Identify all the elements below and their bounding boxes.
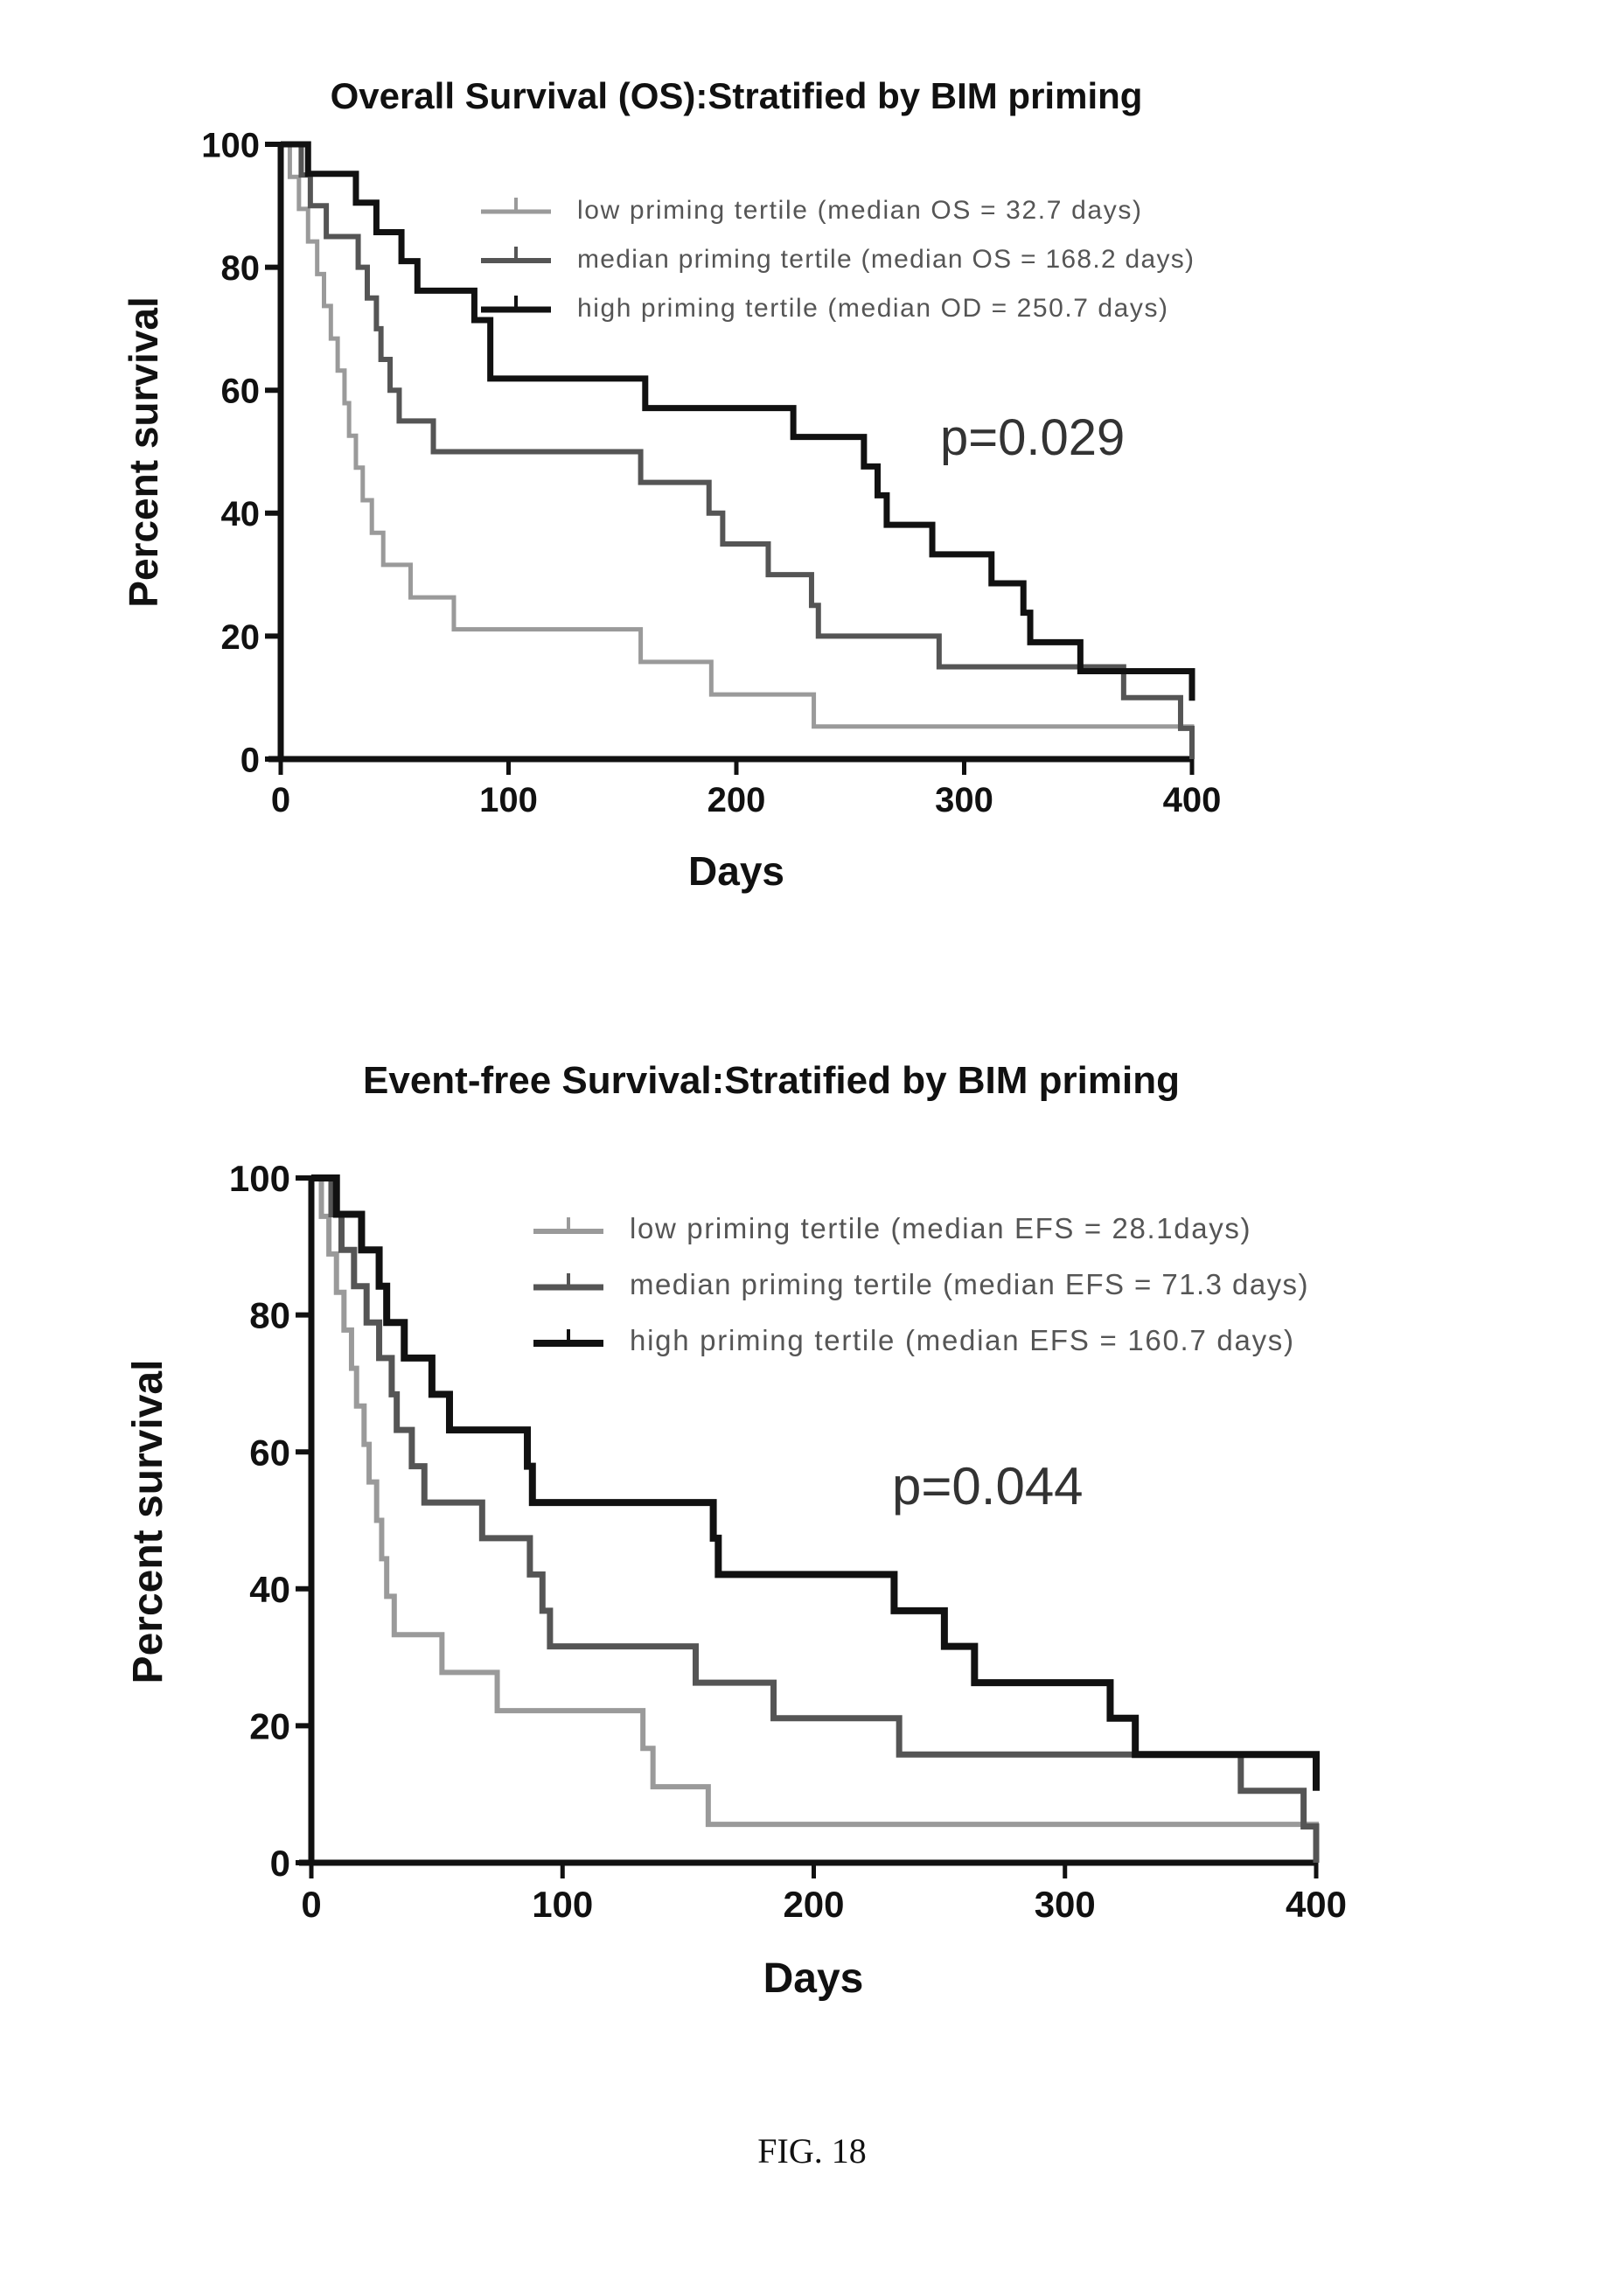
os-x-axis-label: Days: [688, 848, 784, 894]
legend-line-icon: [481, 296, 551, 313]
os-x-tick-label: 200: [707, 781, 766, 819]
legend-entry: high priming tertile (median EFS = 160.7…: [533, 1324, 1293, 1356]
survival-curve-low: [311, 1175, 1319, 1863]
efs-y-tick-label: 100: [229, 1158, 290, 1199]
os-chart-title: Overall Survival (OS):Stratified by BIM …: [331, 75, 1143, 116]
efs-legend: low priming tertile (median EFS = 28.1da…: [533, 1212, 1308, 1356]
legend-entry: median priming tertile (median EFS = 71.…: [533, 1268, 1308, 1300]
os-x-tick-label: 100: [479, 781, 538, 819]
os-y-tick-label: 100: [201, 126, 260, 164]
efs-x-tick-label: 300: [1035, 1884, 1096, 1925]
os-y-tick-label: 20: [221, 618, 261, 657]
legend-label: high priming tertile (median OD = 250.7 …: [577, 294, 1167, 323]
os-y-ticks: 0 20 40 60 80 100: [201, 126, 260, 779]
efs-curves: [311, 1174, 1320, 1863]
efs-y-tick-label: 0: [270, 1843, 290, 1884]
efs-chart: Event-free Survival:Stratified by BIM pr…: [125, 1059, 1347, 2002]
survival-curve-median: [311, 1174, 1320, 1863]
legend-entry: high priming tertile (median OD = 250.7 …: [481, 294, 1167, 323]
legend-line-icon: [481, 198, 551, 214]
efs-x-tick-label: 400: [1286, 1884, 1347, 1925]
os-x-tick-label: 0: [271, 781, 290, 819]
os-chart: Overall Survival (OS):Stratified by BIM …: [121, 75, 1221, 894]
efs-y-tick-label: 40: [249, 1569, 290, 1610]
os-x-tick-label: 400: [1163, 781, 1222, 819]
os-y-tick-label: 80: [221, 249, 261, 288]
legend-line-icon: [533, 1273, 603, 1291]
os-legend: low priming tertile (median OS = 32.7 da…: [481, 196, 1194, 323]
legend-entry: low priming tertile (median OS = 32.7 da…: [481, 196, 1141, 225]
os-y-axis-label: Percent survival: [121, 296, 166, 607]
os-y-tick-label: 0: [240, 741, 260, 779]
efs-y-axis-label: Percent survival: [125, 1360, 171, 1684]
legend-entry: median priming tertile (median OS = 168.…: [481, 245, 1194, 274]
legend-label: low priming tertile (median EFS = 28.1da…: [630, 1212, 1251, 1244]
efs-x-tick-label: 200: [783, 1884, 844, 1925]
figure-caption: FIG. 18: [757, 2131, 867, 2171]
legend-label: low priming tertile (median OS = 32.7 da…: [577, 196, 1141, 225]
efs-x-axis-label: Days: [763, 1955, 864, 2002]
os-x-tick-label: 300: [935, 781, 993, 819]
survival-curve-high: [311, 1174, 1320, 1791]
efs-y-tick-label: 60: [249, 1432, 290, 1473]
survival-curve-high: [281, 141, 1195, 701]
legend-line-icon: [533, 1329, 603, 1347]
survival-curve-low: [281, 142, 1195, 759]
efs-axes: [296, 1175, 1319, 1878]
efs-x-tick-label: 100: [532, 1884, 593, 1925]
efs-x-tick-label: 0: [301, 1884, 321, 1925]
os-y-tick-label: 40: [221, 495, 261, 533]
legend-entry: low priming tertile (median EFS = 28.1da…: [533, 1212, 1251, 1244]
legend-label: high priming tertile (median EFS = 160.7…: [630, 1324, 1293, 1356]
legend-label: median priming tertile (median EFS = 71.…: [630, 1268, 1308, 1300]
os-axes: [265, 142, 1195, 775]
efs-y-tick-label: 80: [249, 1295, 290, 1336]
efs-chart-title: Event-free Survival:Stratified by BIM pr…: [363, 1059, 1180, 1102]
efs-x-ticks: 0 100 200 300 400: [301, 1884, 1347, 1925]
os-curves: [281, 141, 1195, 759]
legend-label: median priming tertile (median OS = 168.…: [577, 245, 1194, 274]
os-p-value: p=0.029: [940, 409, 1125, 466]
os-y-tick-label: 60: [221, 373, 261, 411]
survival-curve-median: [281, 142, 1195, 759]
efs-p-value: p=0.044: [892, 1457, 1084, 1516]
os-x-ticks: 0 100 200 300 400: [271, 781, 1222, 819]
legend-line-icon: [533, 1217, 603, 1234]
legend-line-icon: [481, 247, 551, 263]
efs-y-tick-label: 20: [249, 1706, 290, 1747]
efs-y-ticks: 0 20 40 60 80 100: [229, 1158, 290, 1884]
